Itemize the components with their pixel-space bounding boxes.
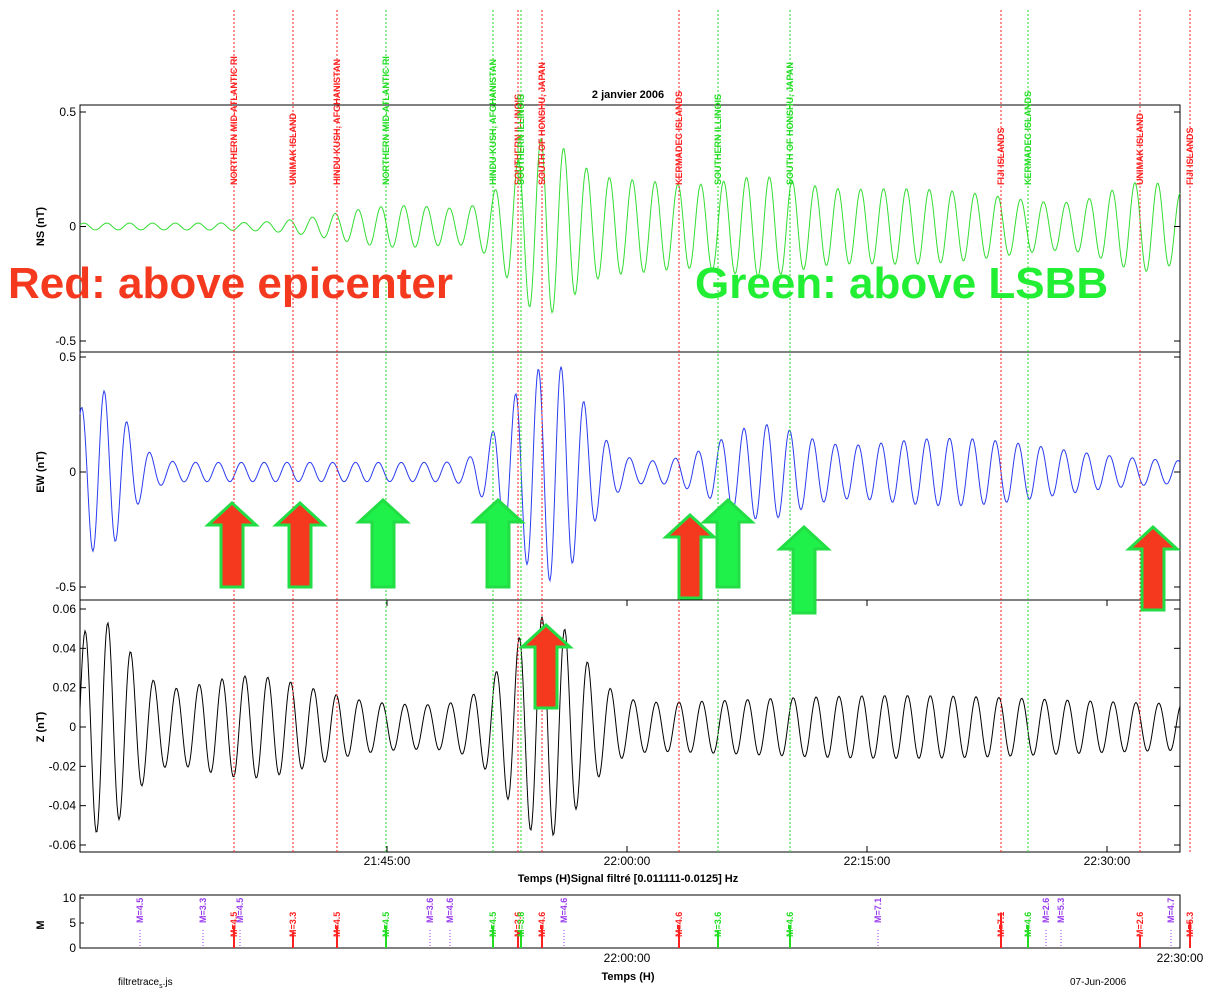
magnitude-label: M=4.5 [381,912,391,937]
m-ytick-label: 5 [69,916,76,930]
event-label: SOUTHERN ILLINOIS [713,94,723,185]
ytick-label: -0.5 [55,334,76,348]
catalog-mag-label: M=4.5 [135,898,145,923]
x-axis-label-bottom: Temps (H) [602,971,655,983]
catalog-mag-label: M=4.6 [559,898,569,923]
footer-filename-sub: s [159,983,163,990]
legend-red-text: Red: above epicenter [8,259,453,308]
arrow-red-unimak-2 [1125,524,1181,612]
legend-green-text: Green: above LSBB [695,259,1108,308]
catalog-mag-label: M=7.1 [873,898,883,923]
event-label: HINDU KUSH, AFGHANISTAN [332,59,342,185]
chart-title: 2 janvier 2006 [592,89,664,101]
catalog-mag-label: M=4.7 [1166,898,1176,923]
event-label: NORTHERN MID-ATLANTIC RI [381,56,391,185]
event-label: SOUTHERN ILLINOIS [516,94,526,185]
ytick-label: 0 [69,720,76,734]
ytick-label: 0.02 [53,681,77,695]
arrow-green-northern-mid-atlantic [355,497,411,589]
footer-date: 07-Jun-2006 [1070,977,1127,988]
arrow-red-honshu [518,622,574,710]
ns-trace [79,137,1181,315]
magnitude-panel-frame [79,894,1181,949]
catalog-mag-label: M=3.3 [198,898,208,923]
xtick-label: 21:45:00 [364,854,411,868]
event-label: UNIMAK ISLAND [288,113,298,185]
magnitude-label: M=4.5 [229,912,239,937]
event-label: FIJI ISLANDS [996,127,1006,185]
magnitude-label: M=4.5 [488,912,498,937]
xtick-label: 22:00:00 [604,854,651,868]
arrow-red-unimak [272,500,328,589]
event-label: KERMADEC ISLANDS [674,91,684,185]
catalog-mag-label: M=4.5 [235,898,245,923]
ytick-label: 0.5 [59,105,76,119]
magnitude-label: M=3.6 [713,912,723,937]
m-xtick-label: 22:30:00 [1157,951,1204,965]
magnitude-label: M=4.6 [674,912,684,937]
magnitude-label: M=4.6 [537,912,547,937]
magnitude-label: M=5.3 [1185,912,1195,937]
m-ylabel: M [35,920,47,929]
xtick-label: 22:15:00 [844,854,891,868]
ytick-label: 0.06 [53,602,77,616]
ytick-label: 0 [69,220,76,234]
event-label: NORTHERN MID-ATLANTIC RI [229,56,239,185]
arrow-red-kermadec [662,512,718,600]
ytick-label: 0 [69,465,76,479]
magnitude-label: M=4.5 [332,912,342,937]
ytick-label: -0.02 [49,759,77,773]
ew-ylabel: EW (nT) [35,451,47,493]
magnitude-label: M=3.3 [288,912,298,937]
m-xtick-label: 22:00:00 [604,951,651,965]
catalog-mag-label: M=5.3 [1056,898,1066,923]
catalog-mag-label: M=3.6 [425,898,435,923]
ytick-label: -0.06 [49,838,77,852]
magnitude-label: M=7.1 [996,912,1006,937]
magnitude-label: M=4.6 [1023,912,1033,937]
panel-frame-ew [79,351,1181,601]
event-label: SOUTH OF HONSHU, JAPAN [785,62,795,185]
magnitude-label: M=3.6 [513,912,523,937]
arrow-green-southern-illinois [700,497,756,589]
event-label: HINDU KUSH, AFGHANISTAN [488,59,498,185]
x-axis-label-top: Temps (H)Signal filtré [0.011111-0.0125]… [518,873,739,885]
event-label: KERMADEC ISLANDS [1023,91,1033,185]
magnitude-label: M=2.6 [1135,912,1145,937]
footer-filename-suffix: .js [163,977,173,988]
z-ylabel: Z (nT) [35,711,47,742]
catalog-mag-label: M=4.6 [445,898,455,923]
magnitude-label: M=4.6 [785,912,795,937]
catalog-mag-label: M=2.6 [1041,898,1051,923]
event-label: UNIMAK ISLAND [1135,113,1145,185]
xtick-label: 22:30:00 [1084,854,1131,868]
ytick-label: -0.04 [49,799,77,813]
footer-filename: filtretraces.js [118,977,173,990]
arrow-green-hindu-kush [470,497,526,589]
ytick-label: 0.5 [59,350,76,364]
panel-frame-z [79,599,1181,853]
event-label: SOUTHERN ILLINOIS [513,94,523,185]
m-ytick-label: 10 [63,891,77,905]
z-trace [79,616,1181,837]
m-ytick-label: 0 [69,941,76,955]
ytick-label: 0.04 [53,641,77,655]
magnitude-label: M=3.6 [516,912,526,937]
ytick-label: -0.5 [55,580,76,594]
ns-ylabel: NS (nT) [35,207,47,246]
ew-trace [79,366,1181,583]
arrow-red-northern-mid-atlantic [204,500,260,589]
event-label: SOUTH OF HONSHU, JAPAN [537,62,547,185]
event-label: FIJI ISLANDS [1185,127,1195,185]
arrow-green-honshu [776,524,832,615]
